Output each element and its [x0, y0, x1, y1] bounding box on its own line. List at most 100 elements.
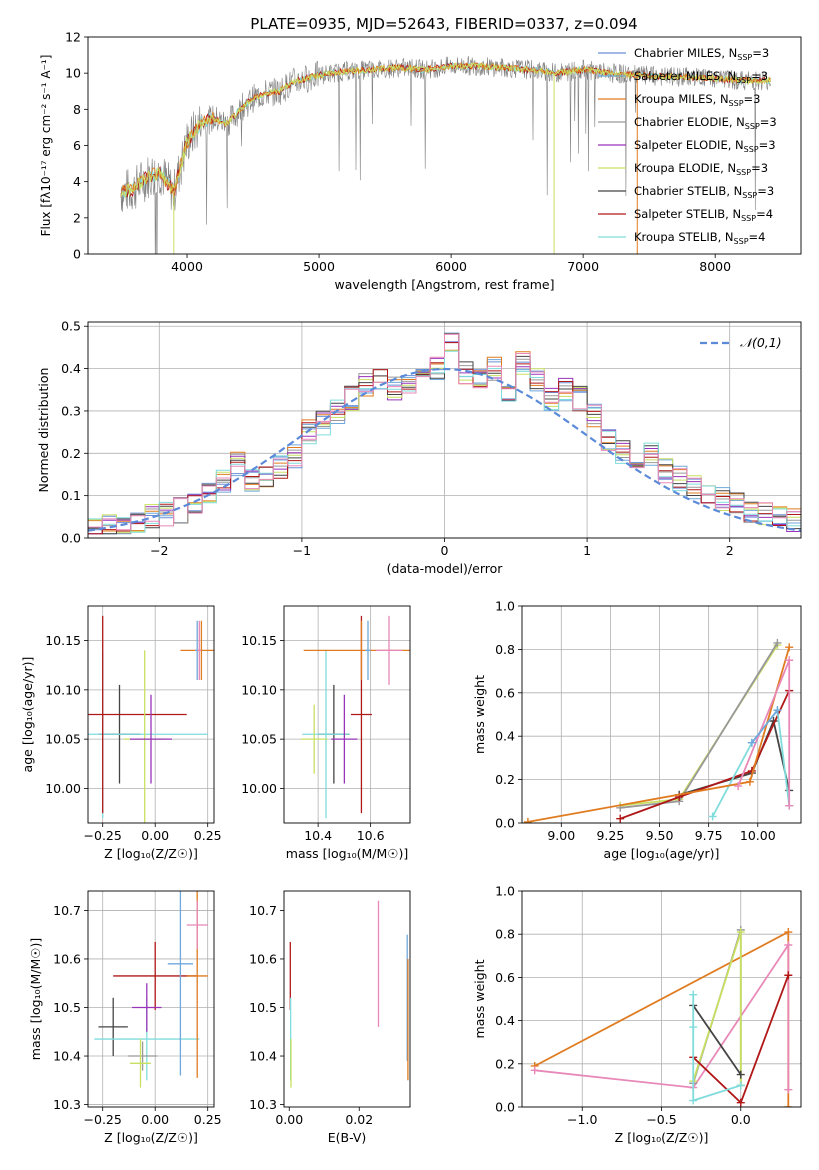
legend-sub: SSP: [734, 237, 749, 246]
legend-sub: SSP: [742, 191, 757, 200]
legend-label: Salpeter STELIB, NSSP=4: [634, 207, 773, 223]
x-tick-label: 0.25: [194, 828, 222, 843]
legend-text: Salpeter STELIB, N: [634, 207, 741, 221]
y-tick-label: 10.3: [53, 1097, 81, 1112]
legend-text: =3: [759, 138, 776, 152]
weight-marker: [773, 706, 782, 715]
legend-text: =4: [756, 207, 773, 221]
y-axis-label: age [log₁₀(age/yr)]: [20, 657, 35, 773]
x-tick-label: −0.5: [646, 1112, 676, 1127]
y-axis-label: mass weight: [472, 675, 487, 754]
legend-label: Chabrier MILES, NSSP=3: [634, 46, 769, 62]
legend-text: Chabrier STELIB, N: [634, 184, 742, 198]
panel-weight-vs-Z: −1.0 −0.5 0.0 0.0 0.2 0.4 0.6 0.8 1.0 Z [log₁₀(Z/…: [472, 884, 802, 1145]
x-tick-label: 0.25: [194, 1112, 222, 1127]
x-tick-label: 8000: [699, 259, 731, 274]
x-tick-label: 0.00: [141, 828, 169, 843]
legend-sub: SSP: [736, 168, 751, 177]
plot-area: [88, 615, 214, 823]
legend-sub: SSP: [736, 76, 751, 85]
weight-line: [692, 1004, 742, 1076]
weight-line: [751, 709, 779, 744]
y-tick-label: 1.0: [495, 884, 515, 899]
legend-sub: SSP: [744, 145, 759, 154]
legend-text: Chabrier MILES, N: [634, 46, 737, 60]
y-tick-label: 0.0: [495, 1100, 515, 1115]
model-line: [120, 61, 772, 198]
y-tick-label: 0.8: [495, 642, 515, 657]
panel-residuals: −2 −1 0 1 2 0.0 0.1 0.2 0.3 0.4 0.5 (data-model)/er…: [36, 319, 802, 576]
weight-marker: [736, 1098, 745, 1107]
model-line: [120, 61, 772, 198]
y-tick-label: 0.6: [495, 685, 515, 700]
plot-area: [289, 900, 409, 1088]
weight-marker: [734, 782, 743, 791]
y-tick-label: 10.3: [249, 1097, 277, 1112]
weight-line: [711, 707, 791, 817]
y-tick-label: 10.7: [249, 903, 277, 918]
x-tick-label: −2: [150, 543, 168, 558]
y-tick-label: 0.1: [61, 488, 81, 503]
weight-marker: [689, 1023, 698, 1032]
plot-area: [523, 638, 794, 823]
legend-sub: SSP: [729, 99, 744, 108]
x-axis-label: E(B-V): [328, 1130, 367, 1145]
y-tick-label: 10.4: [53, 1049, 81, 1064]
weight-marker: [784, 1085, 793, 1094]
plot-area: [94, 891, 208, 1088]
y-tick-label: 0.4: [495, 729, 515, 744]
weight-marker: [785, 643, 794, 652]
x-tick-label: 5000: [303, 259, 335, 274]
axes-frame: [87, 605, 215, 824]
y-tick-label: 0.2: [495, 772, 515, 787]
x-tick-label: 6000: [435, 259, 467, 274]
weight-marker: [745, 777, 754, 786]
y-tick-label: 10.15: [45, 633, 81, 648]
y-axis-label: Flux [fλ10⁻¹⁷ erg cm⁻² s⁻¹ A⁻¹]: [39, 55, 53, 237]
x-tick-label: 9.00: [547, 828, 575, 843]
legend-text: Chabrier ELODIE, N: [634, 115, 745, 129]
legend-text: =3: [757, 184, 774, 198]
x-axis-label: (data-model)/error: [387, 561, 504, 576]
y-tick-label: 10.6: [249, 951, 277, 966]
weight-marker: [530, 1066, 539, 1075]
weight-marker: [785, 656, 794, 665]
x-tick-label: −0.25: [84, 1112, 122, 1127]
normal-curve: [88, 367, 801, 532]
weight-line: [527, 646, 791, 823]
weight-marker: [523, 817, 532, 823]
x-tick-label: 10.6: [357, 828, 385, 843]
legend-label: Kroupa MILES, NSSP=3: [634, 92, 760, 108]
panel-mass-vs-Z: −0.25 0.00 0.25 10.3 10.4 10.5 10.6 10.7 Z [log₁…: [28, 890, 222, 1145]
legend-label: Kroupa STELIB, NSSP=4: [634, 230, 765, 246]
model-line: [120, 61, 771, 198]
legend-label: Chabrier STELIB, NSSP=3: [634, 184, 774, 200]
y-tick-label: 6: [73, 138, 81, 153]
y-tick-label: 8: [73, 102, 81, 117]
figure-title: PLATE=0935, MJD=52643, FIBERID=0337, z=0…: [250, 15, 637, 33]
x-tick-label: −1.0: [567, 1112, 597, 1127]
plot-area: [88, 332, 801, 535]
weight-line: [620, 642, 779, 809]
y-tick-label: 10.05: [45, 732, 81, 747]
weight-marker: [785, 801, 794, 810]
legend-sub: SSP: [741, 214, 756, 223]
y-tick-label: 10.5: [53, 1000, 81, 1015]
y-tick-label: 10.05: [241, 732, 277, 747]
y-tick-label: 0.2: [495, 1056, 515, 1071]
plot-area: [120, 56, 772, 254]
x-tick-label: 9.25: [596, 828, 624, 843]
weight-marker: [747, 738, 756, 747]
legend-text: Kroupa ELODIE, N: [634, 161, 736, 175]
legend-label: 𝒩(0,1): [740, 335, 782, 350]
axes-frame: [87, 321, 802, 539]
plot-area: [301, 615, 410, 819]
weight-marker: [736, 1081, 745, 1090]
panel-weight-vs-age: 9.00 9.25 9.50 9.75 10.00 0.0 0.2 0.4 0.6 0.8 1.0 a…: [472, 599, 802, 861]
x-tick-label: −0.25: [84, 828, 122, 843]
legend-sub: SSP: [745, 122, 760, 131]
y-tick-label: 10.15: [241, 633, 277, 648]
y-tick-label: 10.5: [249, 1000, 277, 1015]
x-tick-label: 10.4: [304, 828, 332, 843]
x-tick-label: 10.00: [740, 828, 776, 843]
